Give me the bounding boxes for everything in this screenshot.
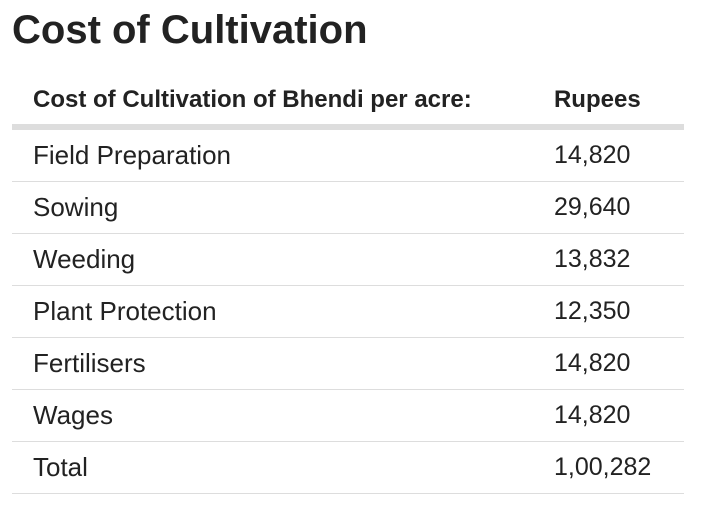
row-value: 14,820 (553, 337, 684, 390)
row-value: 14,820 (553, 127, 684, 182)
row-label: Sowing (12, 181, 554, 234)
row-value: 13,832 (553, 233, 684, 286)
row-label: Plant Protection (12, 285, 554, 338)
page-title: Cost of Cultivation (12, 8, 368, 52)
table-row: Sowing 29,640 (12, 181, 684, 234)
row-label: Fertilisers (12, 337, 554, 390)
table-header: Cost of Cultivation of Bhendi per acre: … (12, 76, 684, 130)
header-label: Cost of Cultivation of Bhendi per acre: (12, 76, 554, 130)
row-value: 14,820 (553, 389, 684, 442)
cost-table: Cost of Cultivation of Bhendi per acre: … (12, 76, 684, 494)
table-row-total: Total 1,00,282 (12, 441, 684, 494)
header-value: Rupees (553, 76, 684, 130)
row-value: 12,350 (553, 285, 684, 338)
table-body: Field Preparation 14,820 Sowing 29,640 W… (12, 127, 684, 494)
table-row: Wages 14,820 (12, 389, 684, 442)
row-label: Weeding (12, 233, 554, 286)
header-row: Cost of Cultivation of Bhendi per acre: … (12, 76, 684, 130)
total-label: Total (12, 441, 554, 494)
table-row: Fertilisers 14,820 (12, 337, 684, 390)
total-value: 1,00,282 (553, 441, 684, 494)
table-row: Field Preparation 14,820 (12, 127, 684, 182)
table-row: Weeding 13,832 (12, 233, 684, 286)
row-value: 29,640 (553, 181, 684, 234)
row-label: Wages (12, 389, 554, 442)
table-row: Plant Protection 12,350 (12, 285, 684, 338)
row-label: Field Preparation (12, 127, 554, 182)
